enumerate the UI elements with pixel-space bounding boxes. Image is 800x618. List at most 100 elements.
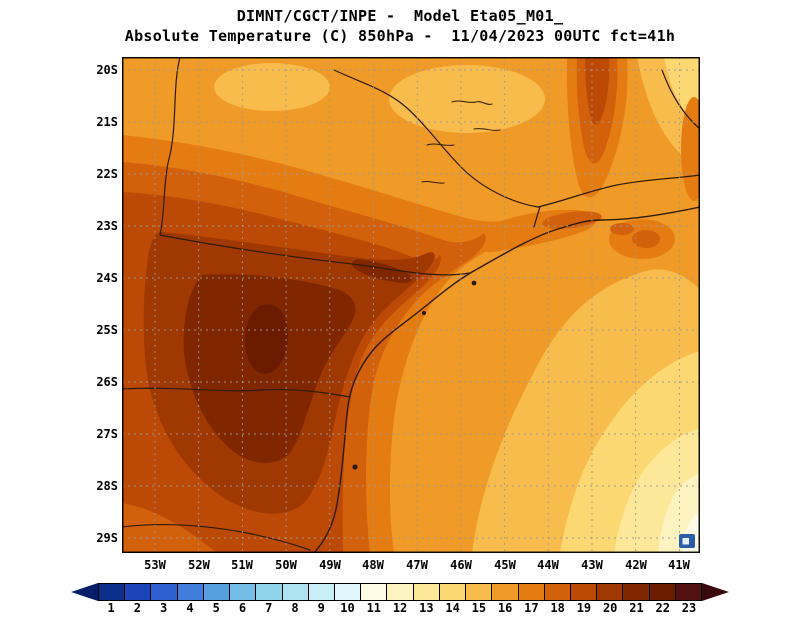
- lon-tick-label: 49W: [319, 558, 341, 572]
- island-dot: [352, 464, 358, 470]
- colorbar-value-label: 6: [238, 601, 247, 615]
- lat-tick-label: 20S: [96, 63, 118, 77]
- island-dot: [421, 310, 427, 316]
- map-title-line1: DIMNT/CGCT/INPE - Model Eta05_M01_: [236, 7, 564, 25]
- lon-tick-label: 51W: [231, 558, 253, 572]
- lon-tick-label: 48W: [362, 558, 384, 572]
- temp-region-18-coast-patch: [542, 211, 602, 229]
- temp-region-15: [214, 63, 330, 111]
- lat-tick-label: 26S: [96, 375, 118, 389]
- border-mg-rj: [537, 174, 700, 208]
- colorbar-value-label: 18: [550, 601, 565, 615]
- colorbar-segment: [360, 584, 387, 600]
- colorbar-segment: [176, 584, 203, 600]
- colorbar-segment: [543, 584, 570, 600]
- reservoir-lines: [421, 100, 501, 184]
- colorbar-value-label: 17: [524, 601, 539, 615]
- colorbar-value-label: 1: [107, 601, 115, 615]
- border-es-mg: [661, 69, 700, 130]
- colorbar-value-label: 4: [186, 601, 194, 615]
- colorbar-value-label: 3: [160, 601, 168, 615]
- colorbar-value-label: 8: [291, 601, 299, 615]
- colorbar-value-label: 20: [602, 601, 618, 615]
- colorbar-value-label: 14: [445, 601, 460, 615]
- colorbar-value-label: 11: [366, 601, 382, 615]
- border-sp-pr: [159, 234, 471, 276]
- lon-tick-label: 43W: [581, 558, 603, 572]
- lon-tick-label: 45W: [494, 558, 516, 572]
- temperature-contour-map: [122, 57, 700, 553]
- lat-tick-label: 22S: [96, 167, 118, 181]
- colorbar-segment: [674, 584, 702, 600]
- inpe-logo: [679, 534, 695, 548]
- lat-tick-label: 27S: [96, 427, 118, 441]
- colorbar-segment: [596, 584, 623, 600]
- colorbar-value-label: 10: [340, 601, 355, 615]
- temp-region-18-coast-dot: [610, 223, 634, 235]
- temp-region-22-max: [245, 304, 288, 374]
- colorbar-value-label: 13: [419, 601, 434, 615]
- temp-region-15: [389, 65, 545, 133]
- temp-region-18-east-patch: [632, 230, 660, 248]
- island-dot: [471, 280, 477, 286]
- border-parana-river: [159, 57, 181, 236]
- colorbar-segment: [465, 584, 492, 600]
- temp-region-17-east-edge: [681, 97, 700, 201]
- colorbar-value-label: 22: [655, 601, 670, 615]
- colorbar-value-label: 7: [265, 601, 273, 615]
- temperature-colorbar: [71, 583, 729, 601]
- colorbar-body: [98, 583, 702, 601]
- temperature-fill-regions: [122, 57, 700, 553]
- lat-tick-label: 21S: [96, 115, 118, 129]
- colorbar-segment: [307, 584, 334, 600]
- colorbar-segment: [150, 584, 177, 600]
- colorbar-segment: [569, 584, 597, 600]
- colorbar-right-arrow-icon: [702, 583, 729, 601]
- grid-lines: [122, 57, 700, 553]
- colorbar-value-label: 21: [629, 601, 644, 615]
- lat-tick-label: 25S: [96, 323, 118, 337]
- colorbar-left-arrow-icon: [71, 583, 98, 601]
- lat-tick-label: 28S: [96, 479, 118, 493]
- colorbar-segment: [124, 584, 151, 600]
- state-borders: [122, 57, 700, 553]
- lat-tick-label: 24S: [96, 271, 118, 285]
- coastline: [313, 206, 700, 553]
- colorbar-segment: [333, 584, 361, 600]
- temp-region-21-streak: [352, 259, 413, 284]
- colorbar-segment: [255, 584, 282, 600]
- colorbar-value-label: 23: [681, 601, 697, 615]
- colorbar-segment: [517, 584, 544, 600]
- lon-tick-label: 46W: [450, 558, 472, 572]
- lon-tick-label: 44W: [537, 558, 559, 572]
- colorbar-segment: [438, 584, 466, 600]
- border-sp-rj: [533, 206, 541, 228]
- border-sc-rs: [122, 523, 311, 551]
- colorbar-value-label: 15: [471, 601, 487, 615]
- colorbar-segment: [412, 584, 439, 600]
- colorbar-values-row: 1 2 3 4 5 6 7 8 9 10 11 12 13 14 15 16 1…: [98, 601, 702, 615]
- lon-tick-label: 53W: [144, 558, 166, 572]
- lat-tick-label: 29S: [96, 531, 118, 545]
- temp-region-19-north-band: [585, 57, 610, 125]
- colorbar-segment: [491, 584, 518, 600]
- map-frame: [122, 57, 700, 553]
- colorbar-segment: [202, 584, 230, 600]
- lon-tick-label: 52W: [188, 558, 210, 572]
- colorbar-value-label: 9: [317, 601, 325, 615]
- colorbar-value-label: 5: [212, 601, 220, 615]
- lat-tick-label: 23S: [96, 219, 118, 233]
- colorbar-segment: [386, 584, 413, 600]
- lon-tick-label: 47W: [406, 558, 428, 572]
- colorbar-value-label: 12: [392, 601, 408, 615]
- colorbar-value-label: 19: [576, 601, 592, 615]
- border-pr-sc: [122, 387, 351, 398]
- map-title-line2: Absolute Temperature (C) 850hPa - 11/04/…: [124, 27, 676, 45]
- colorbar-segment: [622, 584, 649, 600]
- lon-tick-label: 50W: [275, 558, 297, 572]
- colorbar-segment: [648, 584, 675, 600]
- colorbar-value-label: 16: [497, 601, 513, 615]
- colorbar-value-label: 2: [133, 601, 142, 615]
- colorbar-segment: [229, 584, 256, 600]
